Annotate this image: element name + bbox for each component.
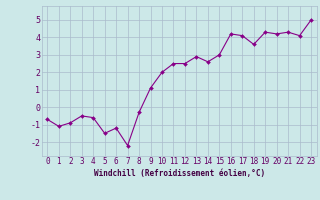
X-axis label: Windchill (Refroidissement éolien,°C): Windchill (Refroidissement éolien,°C) bbox=[94, 169, 265, 178]
